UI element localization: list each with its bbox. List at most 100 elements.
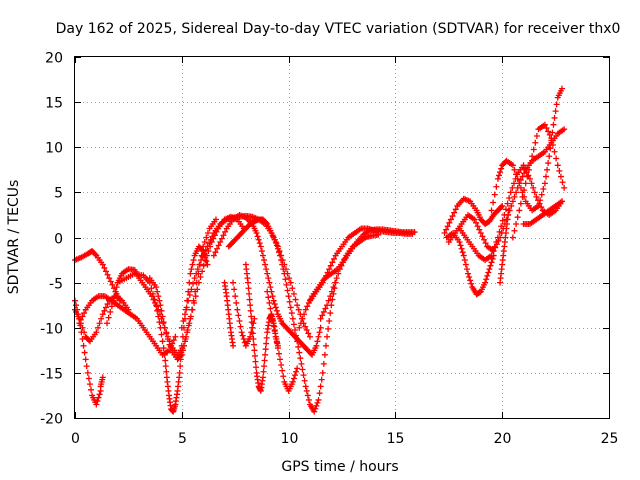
data-point [521, 187, 528, 194]
data-point [239, 332, 246, 339]
data-point [466, 273, 473, 280]
data-point [286, 275, 293, 282]
data-point [313, 342, 320, 349]
data-point [101, 264, 108, 271]
data-point [245, 285, 252, 292]
data-point [504, 200, 511, 207]
data-point [324, 302, 331, 309]
data-point [546, 153, 553, 160]
data-point [272, 239, 279, 246]
data-point [550, 121, 557, 128]
data-point [496, 228, 503, 235]
data-point [185, 297, 192, 304]
data-point [511, 227, 518, 234]
data-point [302, 383, 309, 390]
data-point [179, 347, 186, 354]
data-point [246, 296, 253, 303]
data-point [521, 170, 528, 177]
data-point [289, 285, 296, 292]
data-point [104, 320, 111, 327]
data-point [316, 390, 323, 397]
data-point [530, 146, 537, 153]
data-point [201, 239, 208, 246]
data-point [204, 243, 211, 250]
data-point [105, 314, 112, 321]
data-point [294, 338, 301, 345]
data-point [205, 248, 212, 255]
data-point [319, 312, 326, 319]
data-point [338, 262, 345, 269]
data-point [508, 202, 515, 209]
data-point [322, 305, 329, 312]
data-point [107, 278, 114, 285]
data-point [266, 299, 273, 306]
data-point [95, 394, 102, 401]
data-point [254, 233, 261, 240]
data-point [301, 311, 308, 318]
data-point [261, 357, 268, 364]
data-point [514, 175, 521, 182]
data-point [327, 262, 334, 269]
data-point [153, 284, 160, 291]
data-point [253, 229, 260, 236]
data-markers [72, 85, 568, 415]
data-point [517, 184, 524, 191]
series-track-w [488, 85, 566, 214]
data-point [298, 360, 305, 367]
data-point [217, 239, 224, 246]
data-point [212, 249, 219, 256]
data-point [300, 372, 307, 379]
data-point [102, 268, 109, 275]
data-point [522, 180, 529, 187]
data-point [237, 323, 244, 330]
data-point [335, 270, 342, 277]
data-point [506, 195, 513, 202]
data-point [79, 324, 86, 331]
data-point [251, 315, 258, 322]
data-point [314, 338, 321, 345]
data-point [476, 226, 483, 233]
data-point [96, 391, 103, 398]
data-point [296, 349, 303, 356]
data-point [278, 361, 285, 368]
data-point [151, 296, 158, 303]
data-point [73, 302, 80, 309]
data-point [297, 320, 304, 327]
data-point [184, 327, 191, 334]
data-point [331, 285, 338, 292]
data-point [164, 336, 171, 343]
data-point [482, 240, 489, 247]
data-point [320, 360, 327, 367]
data-point [94, 324, 101, 331]
data-point [498, 165, 505, 172]
data-point [281, 270, 288, 277]
data-point [325, 297, 332, 304]
data-point [484, 272, 491, 279]
data-point [322, 272, 329, 279]
data-point [247, 307, 254, 314]
data-point [321, 276, 328, 283]
data-point [532, 139, 539, 146]
data-point [535, 202, 542, 209]
data-point [274, 345, 281, 352]
data-point [275, 249, 282, 256]
data-point [509, 162, 516, 169]
series-track-s [441, 195, 506, 236]
data-point [513, 189, 520, 196]
data-point [82, 356, 89, 363]
data-point [212, 216, 219, 223]
data-point [465, 270, 472, 277]
data-point [458, 245, 465, 252]
data-point [272, 333, 279, 340]
data-point [490, 199, 497, 206]
data-point [267, 284, 274, 291]
data-point [451, 209, 458, 216]
data-point [188, 266, 195, 273]
data-point [183, 304, 190, 311]
data-point [530, 184, 537, 191]
data-point [77, 316, 84, 323]
data-point [273, 339, 280, 346]
data-point [203, 258, 210, 265]
data-point [284, 287, 291, 294]
data-point [319, 279, 326, 286]
